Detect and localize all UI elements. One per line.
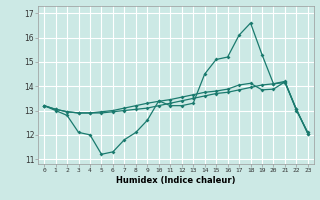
X-axis label: Humidex (Indice chaleur): Humidex (Indice chaleur) (116, 176, 236, 185)
